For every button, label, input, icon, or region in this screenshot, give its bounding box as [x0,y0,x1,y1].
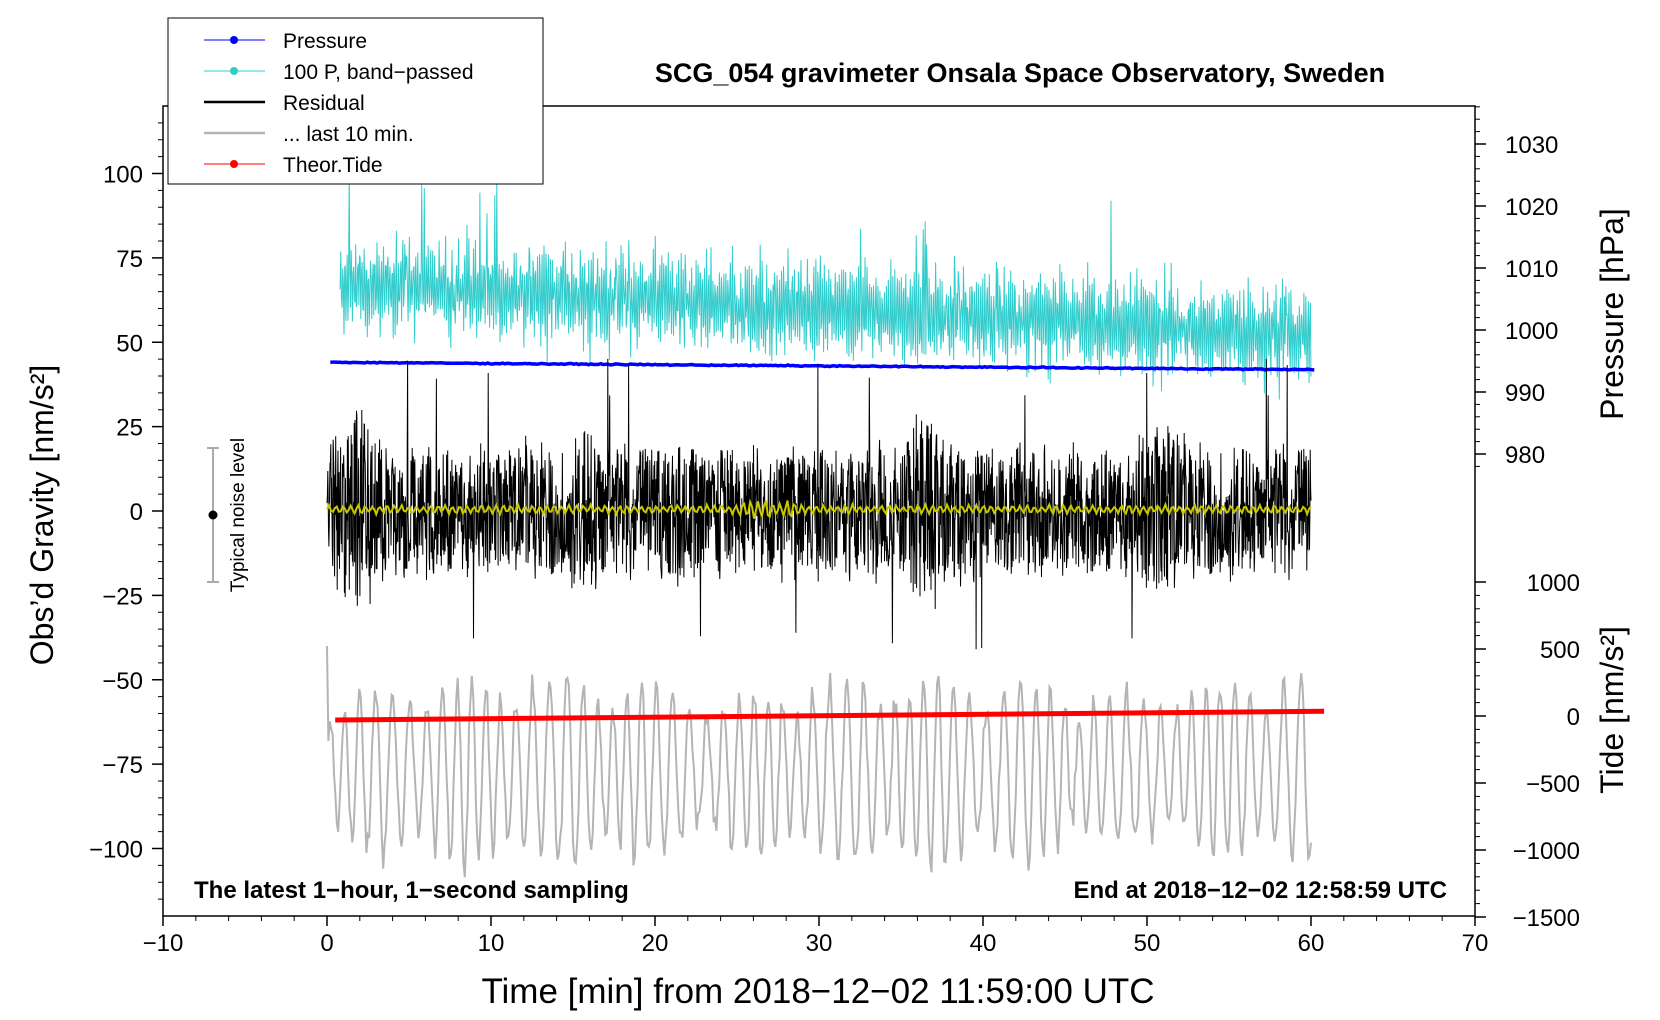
noise-center-dot [208,510,218,520]
note-right: End at 2018−12−02 12:58:59 UTC [1073,877,1447,904]
series-band-passed-line [339,171,1312,400]
legend-label-last-10-min: ... last 10 min. [283,123,414,146]
y-pressure-tick-label: 1000 [1505,318,1558,345]
legend-marker-pressure [230,36,238,44]
y-tide-tick-label: 0 [1567,704,1580,731]
legend-items: Pressure 100 P, band−passed Residual ... la… [204,30,474,177]
y-left-tick-label: 25 [116,415,143,442]
x-tick-label: 60 [1298,930,1325,957]
y-left-tick-label: 0 [130,499,143,526]
y-axis-label-pressure: Pressure [hPa] [1594,208,1630,420]
y-tide-tick-label: −1500 [1513,905,1580,932]
y-axis-label-left: Obs’d Gravity [nm/s²] [24,365,60,666]
y-left-tick-label: 50 [116,330,143,357]
x-axis-label: Time [min] from 2018−12−02 11:59:00 UTC [481,972,1154,1011]
y-axis-label-tide: Tide [nm/s²] [1594,626,1630,794]
y-tide-tick-label: 500 [1540,637,1580,664]
legend-label-residual: Residual [283,92,365,115]
y-left-tick-label: −100 [89,837,143,864]
series-residual-smoothed-line [326,498,1312,520]
legend-marker-100-p-band-passed [230,67,238,75]
y-left-tick-label: 100 [103,162,143,189]
noise-indicator: Typical noise level [207,438,249,592]
legend-label-theor-tide: Theor.Tide [283,154,383,177]
chart-title: SCG_054 gravimeter Onsala Space Observat… [655,58,1385,88]
x-tick-label: 10 [478,930,505,957]
x-tick-label: 0 [320,930,333,957]
series-layer [326,171,1325,878]
y-left-tick-label: −50 [102,668,143,695]
y-pressure-tick-label: 1010 [1505,256,1558,283]
y-left-tick-label: −25 [102,583,143,610]
y-tide-tick-label: −1000 [1513,838,1580,865]
y-pressure-tick-label: 990 [1505,380,1545,407]
y-tide-tick-label: 1000 [1527,570,1580,597]
note-left: The latest 1−hour, 1−second sampling [194,877,629,904]
legend-label-100-p-band-passed: 100 P, band−passed [283,61,474,84]
legend-label-pressure: Pressure [283,30,367,53]
x-tick-label: −10 [143,930,184,957]
y-pressure-tick-label: 1030 [1505,132,1558,159]
series-residual-line [326,358,1312,650]
series-tide-line [335,708,1325,723]
series-pressure-line [330,360,1315,372]
noise-label: Typical noise level [228,438,249,592]
series-last-10-min-line [326,645,1312,878]
y-tide-tick-label: −500 [1526,771,1580,798]
y-left-tick-label: 75 [116,246,143,273]
y-left-tick-label: −75 [102,752,143,779]
x-tick-label: 40 [970,930,997,957]
legend-marker-theor-tide [230,160,238,168]
x-tick-label: 20 [642,930,669,957]
y-pressure-tick-label: 1020 [1505,194,1558,221]
x-tick-label: 30 [806,930,833,957]
x-tick-label: 50 [1134,930,1161,957]
y-pressure-tick-label: 980 [1505,442,1545,469]
axes-layer: −10 0 10 20 30 40 50 60 701007550250−25−50−75−10… [89,106,1580,957]
x-tick-label: 70 [1462,930,1489,957]
legend: Pressure 100 P, band−passed Residual ... la… [167,17,544,185]
